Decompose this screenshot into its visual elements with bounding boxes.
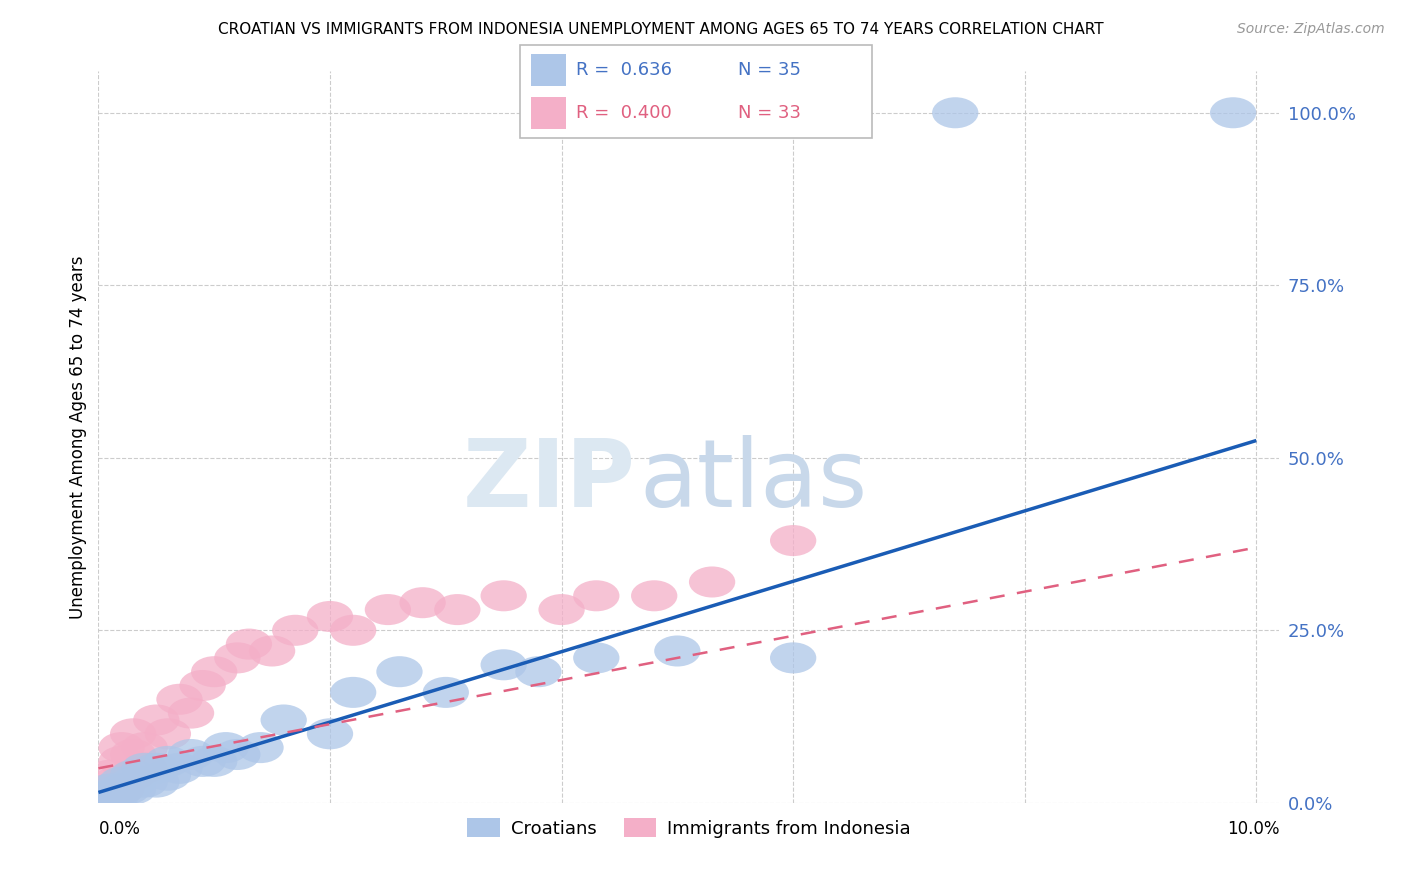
Ellipse shape <box>574 581 620 611</box>
Ellipse shape <box>104 773 150 805</box>
Ellipse shape <box>167 698 214 729</box>
Ellipse shape <box>330 677 377 708</box>
Ellipse shape <box>654 635 700 666</box>
Text: R =  0.400: R = 0.400 <box>576 104 672 122</box>
Ellipse shape <box>574 642 620 673</box>
Ellipse shape <box>87 780 134 812</box>
Ellipse shape <box>110 760 156 790</box>
Ellipse shape <box>364 594 411 625</box>
Text: N = 35: N = 35 <box>738 61 801 78</box>
Ellipse shape <box>93 766 139 797</box>
Ellipse shape <box>87 773 134 805</box>
Ellipse shape <box>156 753 202 784</box>
Ellipse shape <box>180 670 226 701</box>
Text: R =  0.636: R = 0.636 <box>576 61 672 78</box>
FancyBboxPatch shape <box>531 54 567 86</box>
Ellipse shape <box>202 732 249 764</box>
Ellipse shape <box>689 566 735 598</box>
Ellipse shape <box>307 601 353 632</box>
Text: 10.0%: 10.0% <box>1227 820 1279 838</box>
Ellipse shape <box>82 780 128 812</box>
Ellipse shape <box>399 587 446 618</box>
Ellipse shape <box>214 642 260 673</box>
Ellipse shape <box>307 718 353 749</box>
Text: ZIP: ZIP <box>463 435 636 527</box>
Ellipse shape <box>98 746 145 777</box>
Ellipse shape <box>481 649 527 681</box>
Ellipse shape <box>191 657 238 687</box>
Ellipse shape <box>180 746 226 777</box>
Ellipse shape <box>98 773 145 805</box>
Ellipse shape <box>93 780 139 812</box>
Ellipse shape <box>434 594 481 625</box>
Ellipse shape <box>145 746 191 777</box>
FancyBboxPatch shape <box>520 45 872 138</box>
Ellipse shape <box>167 739 214 770</box>
Ellipse shape <box>515 657 561 687</box>
Ellipse shape <box>87 760 134 790</box>
Ellipse shape <box>98 773 145 805</box>
Ellipse shape <box>214 739 260 770</box>
Ellipse shape <box>226 629 273 659</box>
Ellipse shape <box>260 705 307 736</box>
Ellipse shape <box>110 773 156 805</box>
Ellipse shape <box>121 766 167 797</box>
Ellipse shape <box>423 677 470 708</box>
Ellipse shape <box>82 780 128 812</box>
Ellipse shape <box>145 718 191 749</box>
Text: 0.0%: 0.0% <box>98 820 141 838</box>
Ellipse shape <box>121 732 167 764</box>
Ellipse shape <box>98 766 145 797</box>
Ellipse shape <box>770 642 817 673</box>
Ellipse shape <box>134 705 180 736</box>
Ellipse shape <box>330 615 377 646</box>
Ellipse shape <box>770 525 817 556</box>
Ellipse shape <box>538 594 585 625</box>
Y-axis label: Unemployment Among Ages 65 to 74 years: Unemployment Among Ages 65 to 74 years <box>69 255 87 619</box>
Ellipse shape <box>249 635 295 666</box>
Ellipse shape <box>631 581 678 611</box>
Ellipse shape <box>134 753 180 784</box>
Ellipse shape <box>932 97 979 128</box>
Ellipse shape <box>110 760 156 790</box>
Ellipse shape <box>145 760 191 790</box>
Text: atlas: atlas <box>640 435 868 527</box>
Ellipse shape <box>134 766 180 797</box>
Text: N = 33: N = 33 <box>738 104 801 122</box>
Ellipse shape <box>110 739 156 770</box>
Text: CROATIAN VS IMMIGRANTS FROM INDONESIA UNEMPLOYMENT AMONG AGES 65 TO 74 YEARS COR: CROATIAN VS IMMIGRANTS FROM INDONESIA UN… <box>218 22 1104 37</box>
Text: Source: ZipAtlas.com: Source: ZipAtlas.com <box>1237 22 1385 37</box>
Ellipse shape <box>238 732 284 764</box>
Ellipse shape <box>273 615 318 646</box>
FancyBboxPatch shape <box>531 97 567 129</box>
Ellipse shape <box>98 732 145 764</box>
Ellipse shape <box>156 684 202 714</box>
Ellipse shape <box>110 766 156 797</box>
Ellipse shape <box>481 581 527 611</box>
Ellipse shape <box>121 753 167 784</box>
Ellipse shape <box>121 753 167 784</box>
Ellipse shape <box>1211 97 1257 128</box>
Legend: Croatians, Immigrants from Indonesia: Croatians, Immigrants from Indonesia <box>460 811 918 845</box>
Ellipse shape <box>377 657 423 687</box>
Ellipse shape <box>110 718 156 749</box>
Ellipse shape <box>191 746 238 777</box>
Ellipse shape <box>87 773 134 805</box>
